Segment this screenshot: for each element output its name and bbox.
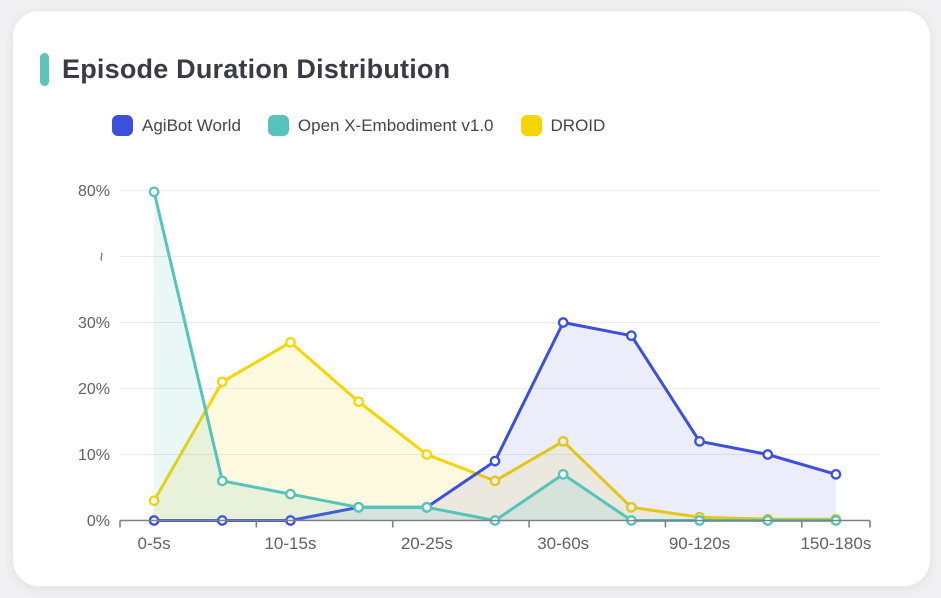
data-point-open-x-embodiment-v1-0[interactable] bbox=[421, 501, 433, 513]
x-axis-label: 30-60s bbox=[537, 534, 589, 553]
data-point-droid[interactable] bbox=[216, 376, 228, 388]
data-point-agibot-world[interactable] bbox=[694, 435, 705, 447]
legend-item-agibot-world[interactable]: AgiBot World bbox=[112, 115, 241, 136]
legend: AgiBot World Open X-Embodiment v1.0 DROI… bbox=[112, 115, 605, 136]
legend-swatch-agibot-world bbox=[112, 115, 133, 136]
data-point-droid[interactable] bbox=[626, 501, 637, 513]
series-area-open-x-embodiment-v1-0 bbox=[154, 191, 836, 521]
series-area-agibot-world bbox=[154, 322, 836, 521]
legend-label: AgiBot World bbox=[142, 115, 241, 135]
data-point-droid[interactable] bbox=[353, 396, 364, 408]
data-point-agibot-world[interactable] bbox=[626, 330, 637, 342]
legend-item-droid[interactable]: DROID bbox=[520, 115, 606, 136]
legend-label: Open X-Embodiment v1.0 bbox=[297, 115, 494, 135]
x-axis-label: 150-180s bbox=[800, 534, 871, 553]
chart-title: Episode Duration Distribution bbox=[62, 54, 451, 84]
x-axis-label: 10-15s bbox=[264, 534, 316, 553]
series-area-droid bbox=[154, 342, 836, 521]
data-point-agibot-world[interactable] bbox=[762, 449, 774, 460]
x-axis-label: 90-120s bbox=[669, 534, 730, 553]
data-point-open-x-embodiment-v1-0[interactable] bbox=[557, 468, 569, 480]
data-point-agibot-world[interactable] bbox=[830, 468, 842, 480]
legend-label: DROID bbox=[550, 115, 606, 135]
y-axis-label: 80% bbox=[78, 183, 110, 200]
data-point-agibot-world[interactable] bbox=[489, 455, 501, 467]
data-point-droid[interactable] bbox=[557, 435, 569, 447]
data-point-droid[interactable] bbox=[148, 495, 160, 507]
legend-item-open-x-embodiment[interactable]: Open X-Embodiment v1.0 bbox=[267, 115, 494, 136]
data-point-droid[interactable] bbox=[421, 449, 433, 460]
y-axis-label: 20% bbox=[78, 381, 110, 398]
legend-swatch-open-x-embodiment bbox=[267, 115, 289, 136]
x-axis-label: 20-25s bbox=[401, 534, 453, 553]
data-point-open-x-embodiment-v1-0[interactable] bbox=[353, 501, 364, 513]
data-point-open-x-embodiment-v1-0[interactable] bbox=[285, 488, 296, 500]
data-point-agibot-world[interactable] bbox=[557, 317, 569, 328]
title-accent-bar bbox=[40, 53, 49, 86]
y-axis-label: 30% bbox=[78, 315, 110, 332]
y-axis-label: ~ bbox=[92, 252, 109, 261]
x-axis-label: 0-5s bbox=[138, 534, 171, 553]
y-axis-label: 10% bbox=[78, 447, 110, 464]
chart-card bbox=[12, 10, 931, 587]
data-point-droid[interactable] bbox=[489, 475, 501, 487]
data-point-droid[interactable] bbox=[285, 336, 296, 348]
title-row: Episode Duration Distribution bbox=[40, 53, 450, 86]
data-point-open-x-embodiment-v1-0[interactable] bbox=[216, 475, 228, 487]
data-point-open-x-embodiment-v1-0[interactable] bbox=[148, 186, 160, 198]
legend-swatch-droid bbox=[520, 115, 542, 136]
y-axis-label: 0% bbox=[87, 513, 110, 530]
